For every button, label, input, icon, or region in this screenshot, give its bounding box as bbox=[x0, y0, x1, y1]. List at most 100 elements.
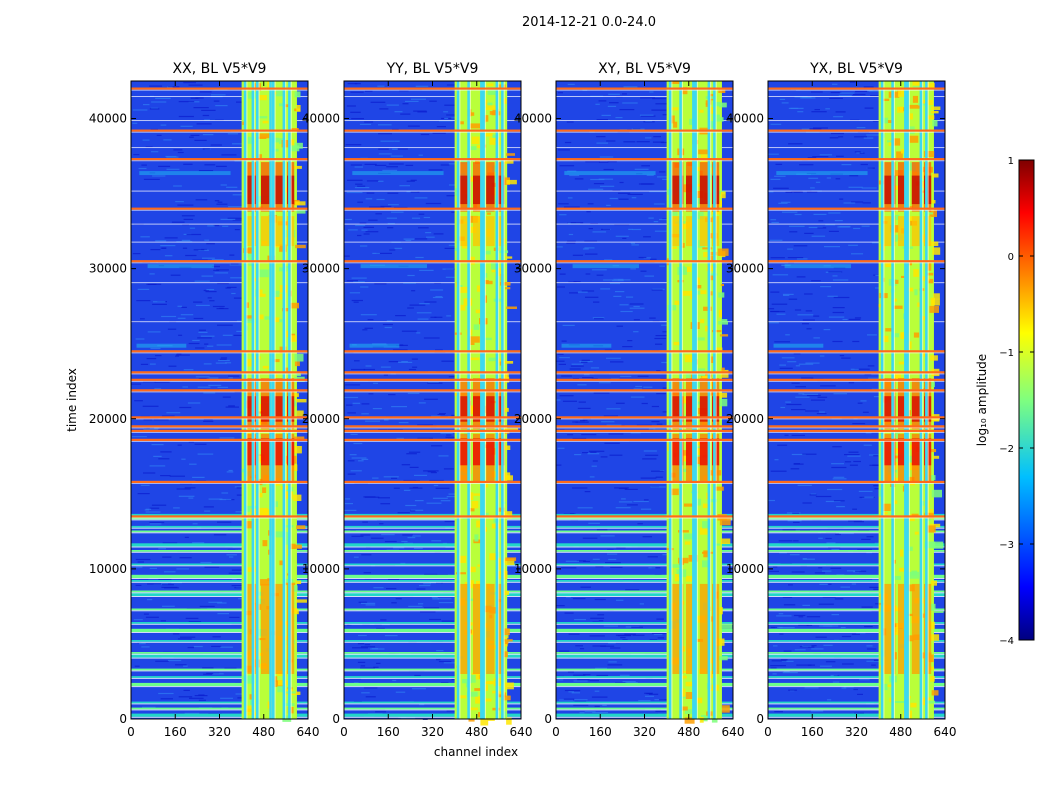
band-patch bbox=[480, 717, 489, 726]
texture-speck bbox=[828, 271, 843, 273]
texture-speck bbox=[804, 687, 819, 689]
texture-speck bbox=[622, 681, 636, 683]
band-patch bbox=[486, 280, 493, 285]
texture-speck bbox=[640, 477, 657, 479]
texture-speck bbox=[410, 510, 416, 512]
texture-speck bbox=[420, 133, 430, 136]
orange-row-edge bbox=[344, 517, 521, 519]
strong-row bbox=[344, 654, 521, 658]
band-stripe bbox=[282, 81, 286, 719]
orange-row bbox=[131, 260, 308, 263]
band-patch bbox=[467, 674, 476, 683]
band-patch bbox=[695, 285, 702, 289]
band-patch bbox=[489, 137, 501, 145]
band-patch bbox=[295, 201, 306, 206]
band-patch bbox=[917, 302, 921, 307]
strong-row bbox=[556, 525, 733, 528]
texture-speck bbox=[149, 363, 156, 365]
texture-speck bbox=[616, 599, 624, 601]
texture-speck bbox=[628, 228, 633, 230]
band-patch bbox=[245, 521, 253, 529]
texture-speck bbox=[346, 191, 363, 194]
texture-speck bbox=[815, 181, 821, 183]
strong-row bbox=[131, 707, 308, 710]
texture-speck bbox=[869, 586, 885, 588]
orange-row bbox=[131, 129, 308, 132]
texture-speck bbox=[595, 103, 600, 105]
texture-speck bbox=[208, 601, 223, 603]
strong-row bbox=[131, 525, 308, 528]
band-patch bbox=[492, 134, 499, 138]
texture-speck bbox=[852, 93, 866, 96]
faint-row bbox=[768, 241, 945, 243]
strong-row bbox=[131, 652, 308, 654]
orange-row bbox=[556, 158, 733, 161]
orange-row-edge bbox=[556, 431, 733, 433]
texture-speck bbox=[428, 381, 439, 384]
orange-row bbox=[768, 260, 945, 263]
texture-speck bbox=[140, 484, 150, 486]
band-patch bbox=[294, 361, 300, 367]
texture-speck bbox=[556, 399, 561, 401]
texture-speck bbox=[179, 406, 192, 409]
texture-speck bbox=[419, 303, 430, 305]
texture-speck bbox=[195, 376, 210, 378]
texture-speck bbox=[178, 495, 195, 497]
texture-speck bbox=[583, 674, 591, 676]
y-tick-label: 30000 bbox=[514, 262, 552, 276]
strong-row-edge bbox=[556, 670, 733, 672]
hot-block bbox=[699, 583, 709, 674]
texture-speck bbox=[832, 311, 844, 314]
texture-speck bbox=[809, 128, 822, 130]
strong-row bbox=[768, 525, 945, 528]
texture-speck bbox=[568, 281, 577, 283]
band-patch bbox=[283, 265, 291, 268]
texture-speck bbox=[831, 132, 844, 135]
texture-speck bbox=[779, 98, 786, 100]
texture-speck bbox=[408, 368, 417, 371]
band-stripe-edge bbox=[498, 81, 500, 719]
texture-speck bbox=[432, 296, 444, 299]
texture-speck bbox=[610, 566, 623, 568]
texture-speck bbox=[387, 227, 394, 229]
band-stripe bbox=[482, 81, 485, 719]
band-stripe bbox=[692, 81, 695, 719]
band-patch bbox=[246, 705, 255, 712]
texture-speck bbox=[415, 238, 428, 240]
texture-speck bbox=[572, 378, 579, 380]
texture-speck bbox=[652, 98, 667, 100]
texture-speck bbox=[369, 206, 385, 208]
texture-speck bbox=[227, 217, 244, 219]
y-tick-label: 10000 bbox=[89, 562, 127, 576]
faint-row bbox=[556, 120, 733, 122]
texture-speck bbox=[592, 558, 600, 560]
band-patch bbox=[293, 494, 302, 501]
texture-speck bbox=[393, 487, 400, 489]
texture-speck bbox=[644, 275, 654, 277]
texture-speck bbox=[817, 396, 828, 398]
texture-speck bbox=[347, 412, 356, 414]
x-tick-label: 0 bbox=[340, 725, 348, 739]
texture-speck bbox=[797, 314, 814, 316]
band-patch bbox=[685, 681, 695, 687]
texture-speck bbox=[351, 457, 367, 459]
texture-speck bbox=[792, 512, 800, 514]
strong-row-edge bbox=[768, 581, 945, 583]
texture-speck bbox=[443, 111, 449, 113]
texture-speck bbox=[391, 477, 398, 479]
hot-block bbox=[699, 216, 709, 247]
band-patch bbox=[469, 492, 474, 500]
texture-speck bbox=[783, 650, 792, 652]
band-patch bbox=[475, 309, 484, 314]
texture-speck bbox=[583, 374, 590, 376]
texture-speck bbox=[160, 124, 167, 126]
band-patch bbox=[506, 179, 517, 185]
band-patch bbox=[274, 501, 278, 508]
texture-speck bbox=[596, 142, 608, 144]
texture-speck bbox=[416, 588, 426, 590]
texture-speck bbox=[567, 197, 573, 199]
strong-row-edge bbox=[556, 581, 733, 583]
texture-speck bbox=[150, 347, 161, 350]
texture-speck bbox=[395, 691, 406, 693]
